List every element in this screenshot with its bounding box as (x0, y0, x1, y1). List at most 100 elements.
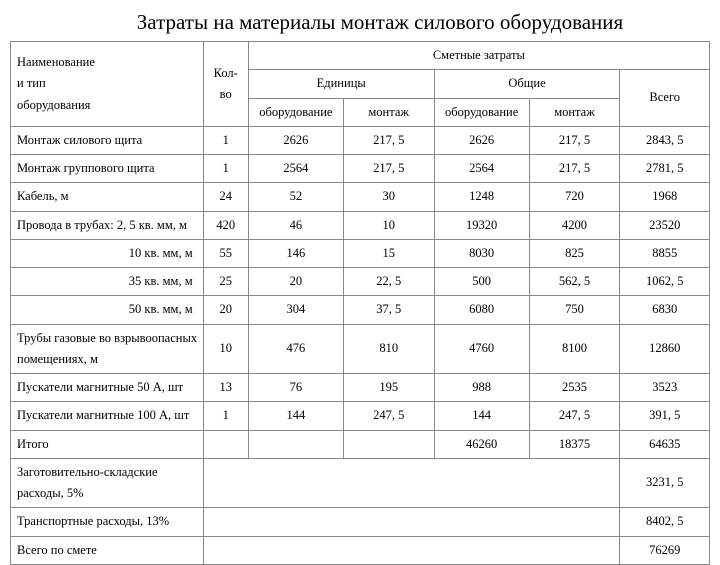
table-row: Провода в трубах: 2, 5 кв. мм, м42046101… (11, 211, 710, 239)
cell-name: Заготовительно-складские расходы, 5% (11, 458, 204, 508)
cell-qty: 10 (203, 324, 248, 374)
cell-unit-equip: 76 (248, 374, 343, 402)
cell-qty: 25 (203, 268, 248, 296)
cell-qty: 13 (203, 374, 248, 402)
cell-total-equip: 2626 (434, 126, 529, 154)
cell-total-equip: 500 (434, 268, 529, 296)
cell-name: Кабель, м (11, 183, 204, 211)
hdr-equip1: оборудование (248, 98, 343, 126)
cell-unit-mount: 22, 5 (343, 268, 434, 296)
cell-total-mount: 4200 (529, 211, 620, 239)
cell-total-equip: 8030 (434, 239, 529, 267)
cell-name: Итого (11, 430, 204, 458)
cell-unit-equip: 144 (248, 402, 343, 430)
cell-all: 3231, 5 (620, 458, 710, 508)
footer-row: Транспортные расходы, 13% 8402, 5 (11, 508, 710, 536)
cell-unit-mount: 195 (343, 374, 434, 402)
cell-total-equip: 6080 (434, 296, 529, 324)
table-row: Трубы газовые во взрывоопасных помещения… (11, 324, 710, 374)
cell-name: Всего по смете (11, 536, 204, 564)
cell-total-mount: 247, 5 (529, 402, 620, 430)
cell-total-equip: 46260 (434, 430, 529, 458)
cell-total-mount: 8100 (529, 324, 620, 374)
cell-total-mount: 720 (529, 183, 620, 211)
cell-unit-mount: 217, 5 (343, 126, 434, 154)
cell-name: Провода в трубах: 2, 5 кв. мм, м (11, 211, 204, 239)
hdr-qty1: Кол- (214, 66, 238, 80)
cell-all: 64635 (620, 430, 710, 458)
table-row: 10 кв. мм, м551461580308258855 (11, 239, 710, 267)
table-row: Пускатели магнитные 50 А, шт137619598825… (11, 374, 710, 402)
cell-unit-mount: 10 (343, 211, 434, 239)
cell-all: 8402, 5 (620, 508, 710, 536)
cell-qty: 1 (203, 155, 248, 183)
cell-total-equip: 988 (434, 374, 529, 402)
hdr-all: Всего (620, 70, 710, 127)
cell-unit-equip: 46 (248, 211, 343, 239)
table-row: 35 кв. мм, м252022, 5500562, 51062, 5 (11, 268, 710, 296)
hdr-unit: Единицы (248, 70, 434, 98)
cell-total-mount: 217, 5 (529, 126, 620, 154)
cell-all: 391, 5 (620, 402, 710, 430)
cell-unit-equip: 2626 (248, 126, 343, 154)
cell-unit-mount: 30 (343, 183, 434, 211)
table-row: Монтаж силового щита12626217, 52626217, … (11, 126, 710, 154)
cell-all: 12860 (620, 324, 710, 374)
cell-all: 1968 (620, 183, 710, 211)
cell-total-mount: 825 (529, 239, 620, 267)
cell-name: Пускатели магнитные 100 А, шт (11, 402, 204, 430)
table-row: Кабель, м24523012487201968 (11, 183, 710, 211)
cell-name: 50 кв. мм, м (11, 296, 204, 324)
cell-unit-equip: 20 (248, 268, 343, 296)
cell-unit-mount: 37, 5 (343, 296, 434, 324)
cell-total-equip: 19320 (434, 211, 529, 239)
cell-all: 2781, 5 (620, 155, 710, 183)
cell-unit-equip: 476 (248, 324, 343, 374)
table-row: Пускатели магнитные 100 А, шт1144247, 51… (11, 402, 710, 430)
cell-unit-equip: 2564 (248, 155, 343, 183)
cell-total-equip: 1248 (434, 183, 529, 211)
cell-name: 10 кв. мм, м (11, 239, 204, 267)
cell-all: 76269 (620, 536, 710, 564)
cost-table: Наименование и тип оборудования Кол- во … (10, 41, 710, 565)
cell-unit-equip: 304 (248, 296, 343, 324)
cell-all: 6830 (620, 296, 710, 324)
footer-row: Итого 462601837564635 (11, 430, 710, 458)
cell-name: Транспортные расходы, 13% (11, 508, 204, 536)
table-row: 50 кв. мм, м2030437, 560807506830 (11, 296, 710, 324)
cell-qty: 1 (203, 402, 248, 430)
cell-qty: 20 (203, 296, 248, 324)
cell-name: Монтаж силового щита (11, 126, 204, 154)
cell-name: Пускатели магнитные 50 А, шт (11, 374, 204, 402)
cell-total-mount: 2535 (529, 374, 620, 402)
hdr-name1: Наименование (17, 55, 95, 69)
cell-total-equip: 2564 (434, 155, 529, 183)
cell-unit-mount: 15 (343, 239, 434, 267)
cell-total-mount: 750 (529, 296, 620, 324)
cell-name: 35 кв. мм, м (11, 268, 204, 296)
cell-name: Монтаж группового щита (11, 155, 204, 183)
cell-unit-mount: 810 (343, 324, 434, 374)
cell-all: 8855 (620, 239, 710, 267)
cell-total-mount: 562, 5 (529, 268, 620, 296)
footer-row: Всего по смете 76269 (11, 536, 710, 564)
cell-qty: 1 (203, 126, 248, 154)
cell-qty: 55 (203, 239, 248, 267)
footer-row: Заготовительно-складские расходы, 5% 3231… (11, 458, 710, 508)
hdr-name3: оборудования (17, 98, 90, 112)
cell-total-equip: 4760 (434, 324, 529, 374)
cell-unit-equip: 146 (248, 239, 343, 267)
cell-all: 3523 (620, 374, 710, 402)
cell-unit-equip: 52 (248, 183, 343, 211)
table-row: Монтаж группового щита12564217, 52564217… (11, 155, 710, 183)
cell-all: 2843, 5 (620, 126, 710, 154)
cell-name: Трубы газовые во взрывоопасных помещения… (11, 324, 204, 374)
hdr-equip2: оборудование (434, 98, 529, 126)
cell-all: 23520 (620, 211, 710, 239)
cell-total-mount: 18375 (529, 430, 620, 458)
hdr-total: Общие (434, 70, 620, 98)
hdr-cost-top: Сметные затраты (248, 42, 709, 70)
hdr-qty2: во (220, 87, 232, 101)
cell-total-equip: 144 (434, 402, 529, 430)
cell-total-mount: 217, 5 (529, 155, 620, 183)
